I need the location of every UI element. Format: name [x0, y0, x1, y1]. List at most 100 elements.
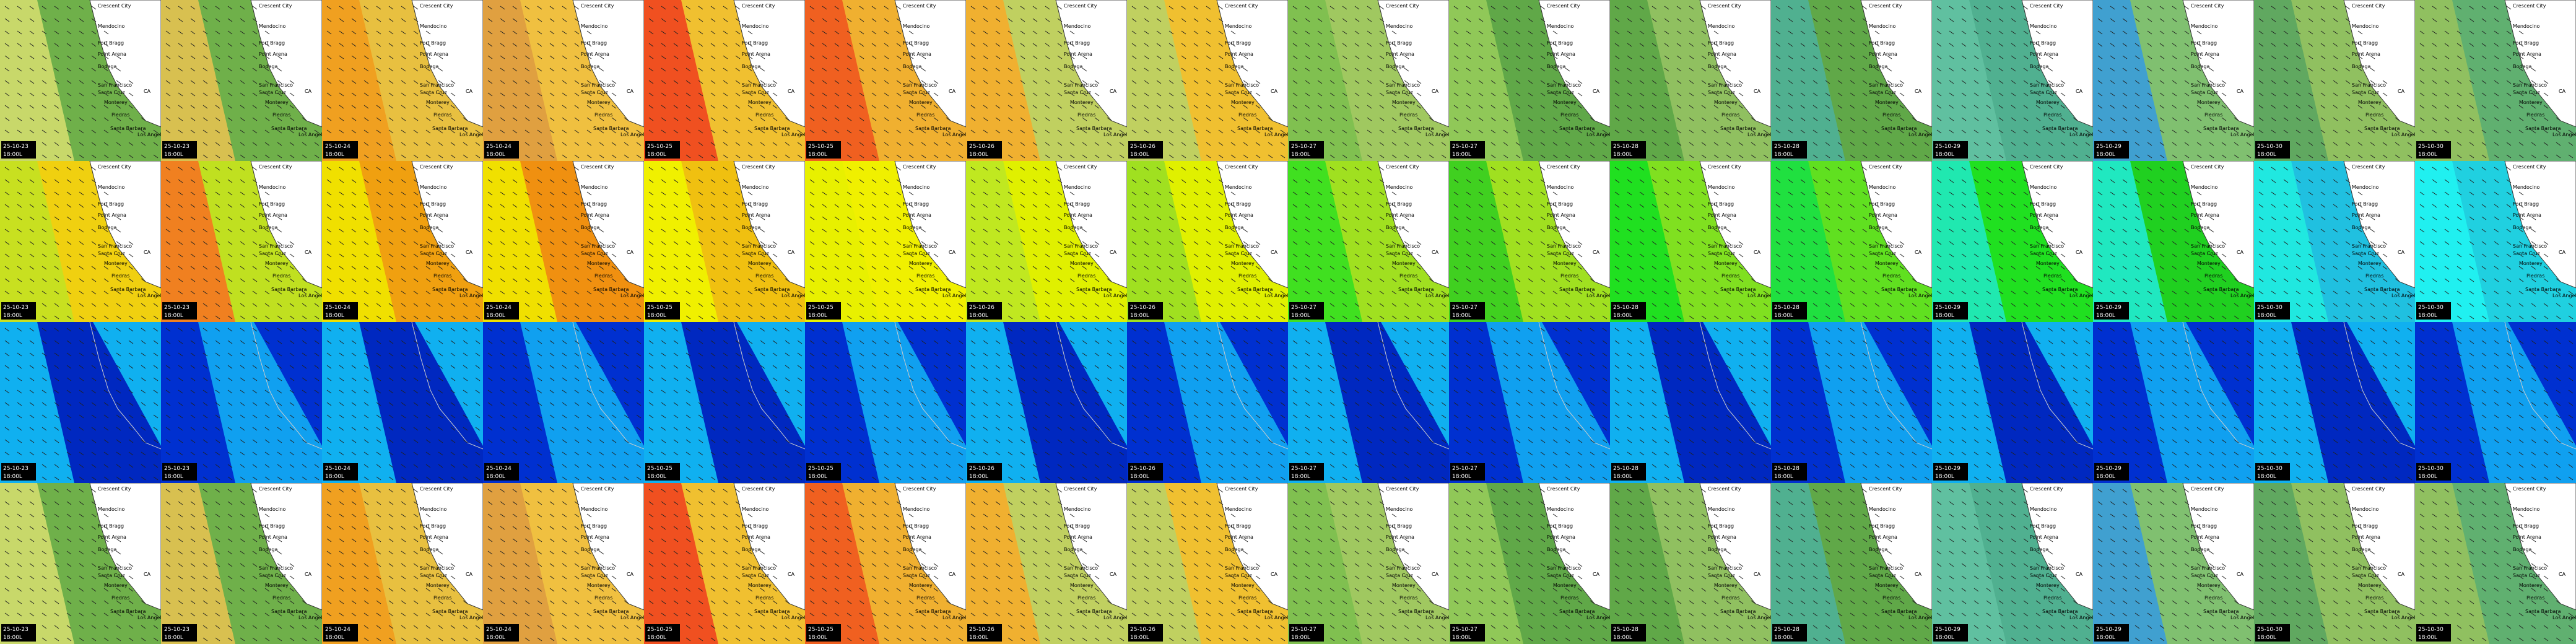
wind-arrow: [1689, 117, 1694, 121]
wind-arrow: [264, 105, 270, 109]
wind-arrow: [1268, 303, 1273, 307]
wind-arrow: [215, 253, 220, 258]
place-label: Santa Cruz: [742, 251, 769, 256]
wind-arrow: [2073, 278, 2078, 282]
wind-arrow: [1255, 253, 1261, 258]
wind-arrow: [2283, 80, 2289, 84]
wind-arrow: [1837, 191, 1843, 196]
wind-arrow: [1973, 315, 1979, 320]
wind-arrow: [549, 30, 555, 35]
wind-arrow: [17, 55, 22, 59]
wind-arrow: [1701, 216, 1707, 220]
time-label: 18:00L: [164, 313, 183, 319]
wind-arrow: [2159, 55, 2165, 59]
wind-arrow: [1924, 142, 1930, 146]
wind-arrow: [1503, 18, 1508, 22]
wind-arrow: [1528, 30, 1533, 35]
wind-arrow: [1862, 290, 1868, 295]
wind-arrow: [2481, 30, 2487, 35]
wind-arrow: [884, 117, 889, 121]
wind-arrow: [2060, 117, 2066, 121]
wind-arrow: [2370, 303, 2375, 307]
wind-arrow: [1515, 43, 1521, 47]
wind-arrow: [1193, 315, 1199, 320]
wind-arrow: [698, 142, 703, 146]
wind-arrow: [562, 92, 567, 97]
wind-arrow: [1540, 30, 1546, 35]
wind-arrow: [2419, 167, 2425, 171]
wind-arrow: [388, 105, 394, 109]
wind-arrow: [2345, 67, 2351, 72]
wind-arrow: [2506, 18, 2512, 22]
wind-arrow: [1515, 142, 1521, 146]
wind-arrow: [574, 204, 580, 208]
wind-arrow: [1775, 290, 1781, 295]
wind-arrow: [388, 253, 394, 258]
wind-arrow: [1144, 43, 1149, 47]
wind-arrow: [1614, 266, 1620, 270]
wind-arrow: [2518, 67, 2524, 72]
wind-arrow: [822, 290, 827, 295]
wind-arrow: [1144, 67, 1149, 72]
wind-arrow: [896, 30, 902, 35]
wind-arrow: [2419, 266, 2425, 270]
wind-arrow: [2481, 43, 2487, 47]
wind-arrow: [2184, 67, 2190, 72]
wind-arrow: [66, 117, 72, 121]
wind-arrow: [277, 105, 282, 109]
wind-arrow: [685, 266, 691, 270]
wind-arrow: [1156, 167, 1162, 171]
wind-arrow: [1032, 6, 1038, 10]
wind-arrow: [202, 167, 208, 171]
wind-arrow: [1713, 191, 1719, 196]
wind-arrow: [1751, 129, 1756, 134]
wind-arrow: [1986, 290, 1991, 295]
wind-arrow: [1862, 129, 1868, 134]
place-label: Bodega: [1064, 225, 1082, 230]
wind-arrow: [475, 154, 481, 159]
wind-arrow: [2320, 117, 2326, 121]
wind-arrow: [735, 216, 741, 220]
wind-arrow: [2060, 154, 2066, 159]
wind-arrow: [2333, 290, 2338, 295]
land: [2504, 161, 2576, 289]
wind-arrow: [1168, 43, 1174, 47]
wind-arrow: [1899, 117, 1905, 121]
wind-arrow: [2481, 105, 2487, 109]
wind-arrow: [685, 105, 691, 109]
wind-arrow: [2506, 92, 2512, 97]
wind-arrow: [178, 67, 183, 72]
wind-arrow: [438, 105, 443, 109]
wind-arrow: [215, 266, 220, 270]
wind-arrow: [2444, 204, 2450, 208]
wind-arrow: [1218, 315, 1224, 320]
wind-arrow: [710, 315, 716, 320]
place-label: Bodega: [98, 225, 116, 230]
wind-arrow: [1490, 216, 1496, 220]
wind-arrow: [995, 253, 1001, 258]
wind-arrow: [240, 154, 245, 159]
wind-arrow: [1503, 92, 1508, 97]
place-label: San Francisco: [1708, 243, 1742, 249]
wind-arrow: [91, 315, 97, 320]
wind-arrow: [1391, 303, 1397, 307]
wind-arrow: [2345, 303, 2351, 307]
wind-arrow: [215, 241, 220, 245]
place-label: Monterey: [265, 100, 289, 105]
wind-arrow: [1131, 67, 1137, 72]
wind-arrow: [1193, 266, 1199, 270]
wind-arrow: [970, 167, 976, 171]
wind-arrow: [1478, 43, 1484, 47]
wind-arrow: [1639, 167, 1645, 171]
wind-arrow: [1317, 43, 1323, 47]
wind-arrow: [2184, 55, 2190, 59]
wind-arrow: [735, 43, 741, 47]
wind-arrow: [2506, 290, 2512, 295]
wind-arrow: [277, 129, 282, 134]
wind-arrow: [995, 117, 1001, 121]
wind-arrow: [549, 18, 555, 22]
wind-arrow: [1577, 92, 1583, 97]
